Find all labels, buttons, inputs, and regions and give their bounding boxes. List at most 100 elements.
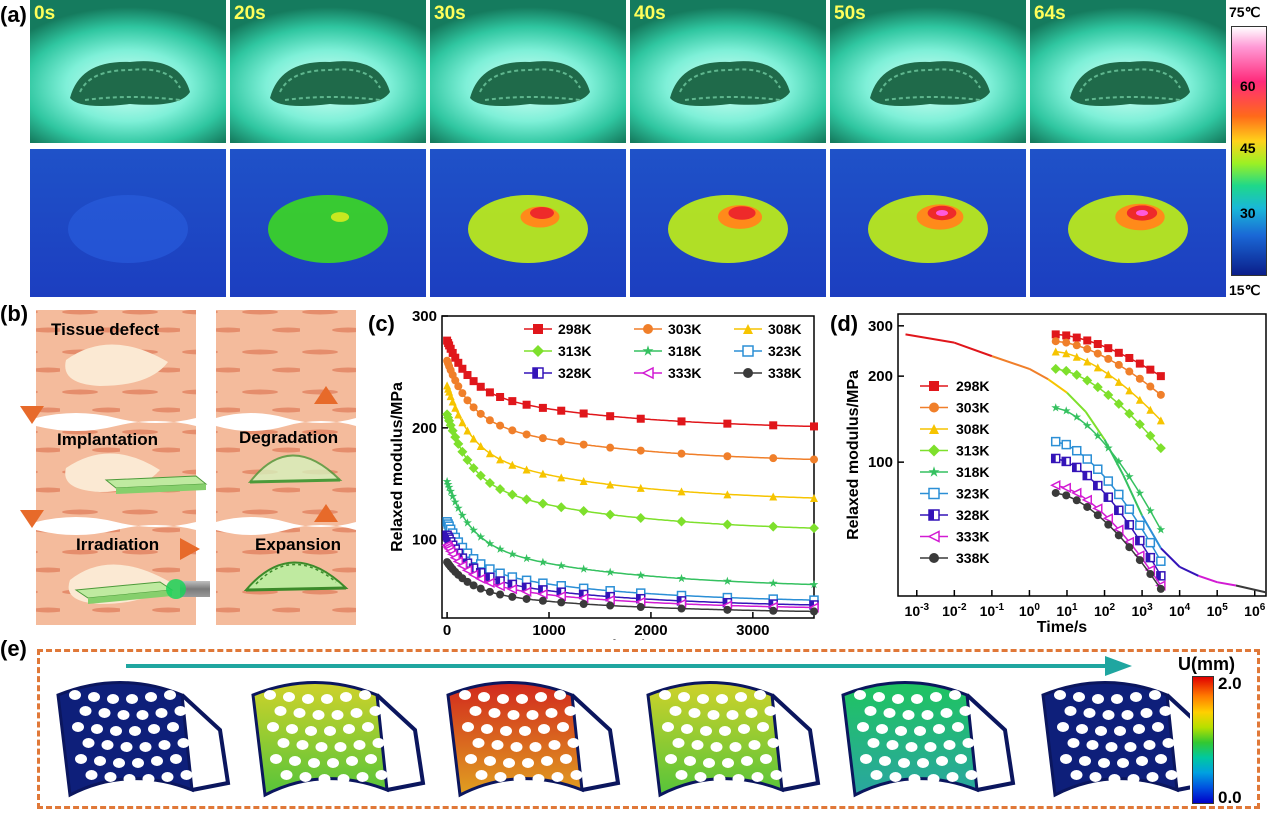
scaffold-mesh	[684, 96, 781, 101]
data-point	[606, 601, 615, 610]
data-point	[929, 553, 939, 563]
data-point	[605, 567, 615, 576]
honeycomb-hole	[662, 722, 674, 732]
data-point	[768, 578, 778, 587]
master-curve-segment	[1141, 515, 1162, 549]
step-degradation: Degradation	[239, 428, 339, 447]
honeycomb-hole	[277, 738, 290, 748]
honeycomb-hole	[289, 756, 301, 766]
data-point	[557, 437, 566, 446]
series-338K	[1051, 488, 1165, 593]
honeycomb-hole	[1114, 726, 1126, 736]
data-point	[521, 494, 532, 505]
honeycomb-hole	[472, 738, 485, 748]
x-tick-label: 0	[443, 622, 451, 639]
time-label: 20s	[234, 3, 266, 24]
marker-fill	[1093, 481, 1098, 490]
x-tick-label: 10-1	[980, 602, 1005, 619]
data-point	[605, 509, 616, 520]
data-point	[743, 324, 753, 334]
honeycomb-hole	[949, 690, 961, 700]
data-point	[579, 409, 588, 418]
legend-entry: 303K	[920, 400, 989, 416]
data-point	[462, 548, 473, 558]
photo-tile: 40s	[630, 0, 826, 143]
marker-fill	[1156, 571, 1161, 580]
data-point	[475, 470, 486, 481]
data-point	[485, 539, 495, 548]
heat-region	[68, 195, 188, 263]
master-curve-segment	[1047, 378, 1068, 394]
data-point	[743, 368, 753, 378]
data-point	[476, 382, 485, 391]
honeycomb-hole	[274, 706, 287, 716]
data-point	[451, 376, 460, 385]
data-point	[533, 324, 543, 334]
data-point	[1093, 340, 1102, 349]
honeycomb-hole	[283, 692, 295, 702]
x-tick-label: 1000	[532, 622, 565, 639]
data-point	[677, 417, 686, 426]
honeycomb-hole	[478, 692, 490, 702]
honeycomb-hole	[299, 772, 312, 782]
honeycomb-hole	[302, 694, 314, 704]
honeycomb-hole	[318, 774, 331, 784]
honeycomb-hole	[494, 772, 507, 782]
honeycomb-hole	[1121, 710, 1134, 720]
honeycomb-hole	[886, 740, 899, 750]
legend-entry: 318K	[920, 464, 989, 480]
shell-rim	[1165, 693, 1190, 792]
honeycomb-hole	[94, 756, 106, 766]
data-point	[469, 581, 478, 590]
honeycomb-hole	[120, 742, 133, 752]
scaffold-mesh	[284, 96, 381, 101]
honeycomb-hole	[88, 692, 100, 702]
scaffold-mesh	[679, 68, 781, 93]
x-axis-label: Time/s	[1037, 619, 1088, 636]
scaffold-mesh	[79, 68, 181, 93]
data-point	[450, 432, 461, 443]
data-point	[1061, 406, 1071, 415]
data-point	[1072, 333, 1081, 342]
honeycomb-hole	[469, 706, 482, 716]
data-point	[723, 419, 732, 428]
series-line	[446, 544, 814, 609]
data-point	[537, 498, 548, 509]
data-point	[1093, 464, 1103, 474]
y-tick-label: 300	[412, 308, 437, 325]
scaffold-photo	[470, 61, 590, 106]
data-point	[443, 479, 453, 489]
marker-fill	[769, 600, 774, 609]
honeycomb-hole	[952, 722, 964, 732]
data-point	[556, 502, 567, 513]
data-point	[606, 443, 615, 452]
honeycomb-hole	[924, 742, 937, 752]
data-point	[451, 403, 460, 412]
honeycomb-hole	[713, 774, 726, 784]
master-curve-segment	[1103, 439, 1125, 476]
honeycomb-hole	[79, 706, 92, 716]
honeycomb-hole	[529, 742, 542, 752]
data-point	[1093, 363, 1102, 372]
colorbar-60-label: 60	[1240, 78, 1256, 94]
marker-fill	[677, 596, 682, 605]
data-point	[448, 491, 458, 501]
honeycomb-hole	[684, 756, 696, 766]
data-point	[1135, 374, 1144, 383]
honeycomb-hole	[513, 774, 526, 784]
honeycomb-hole	[305, 726, 317, 736]
data-point	[1092, 382, 1103, 393]
data-point	[556, 561, 566, 570]
honeycomb-hole	[350, 708, 363, 718]
honeycomb-hole	[1092, 694, 1104, 704]
honeycomb-hole	[700, 726, 712, 736]
honeycomb-hole	[1127, 774, 1140, 784]
honeycomb-hole	[735, 692, 747, 702]
data-point	[1061, 439, 1071, 450]
marker-fill	[636, 594, 641, 603]
honeycomb-hole	[491, 740, 504, 750]
data-point	[495, 484, 506, 495]
data-point	[1093, 511, 1102, 520]
series-line	[446, 414, 815, 529]
legend-label: 303K	[956, 400, 989, 416]
